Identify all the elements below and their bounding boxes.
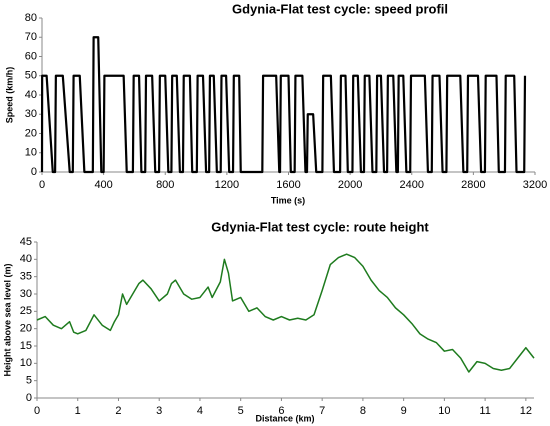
- x-axis-label: Distance (km): [255, 413, 314, 423]
- y-tick-label: 45: [20, 236, 32, 248]
- y-tick-label: 60: [25, 50, 37, 62]
- y-axis-label: Height above sea level (m): [2, 263, 12, 376]
- chart-title: Gdynia-Flat test cycle: speed profil: [232, 1, 448, 16]
- y-tick-label: 25: [20, 305, 32, 317]
- y-tick-label: 40: [25, 89, 37, 101]
- x-tick-label: 3200: [523, 179, 547, 191]
- y-axis-label: Speed (km/h): [4, 67, 14, 124]
- y-tick-label: 20: [20, 323, 32, 335]
- y-tick-label: 70: [25, 31, 37, 43]
- x-tick-label: 1: [75, 405, 81, 417]
- y-tick-label: 80: [25, 12, 37, 24]
- x-tick-label: 4: [197, 405, 203, 417]
- x-tick-label: 2: [115, 405, 121, 417]
- x-tick-label: 9: [401, 405, 407, 417]
- x-axis-label: Time (s): [271, 195, 305, 205]
- y-tick-label: 40: [20, 253, 32, 265]
- y-tick-label: 50: [25, 70, 37, 82]
- x-tick-label: 2800: [461, 179, 485, 191]
- y-tick-label: 5: [26, 375, 32, 387]
- x-tick-label: 400: [94, 179, 112, 191]
- x-tick-label: 5: [238, 405, 244, 417]
- y-tick-label: 20: [25, 127, 37, 139]
- x-tick-label: 2400: [400, 179, 424, 191]
- x-tick-label: 12: [520, 405, 532, 417]
- y-tick-label: 0: [26, 392, 32, 404]
- y-tick-label: 30: [25, 108, 37, 120]
- y-tick-label: 35: [20, 271, 32, 283]
- x-tick-label: 11: [479, 405, 490, 417]
- chart-title: Gdynia-Flat test cycle: route height: [211, 219, 429, 234]
- y-tick-label: 30: [20, 288, 32, 300]
- y-tick-label: 0: [31, 166, 37, 178]
- data-line: [36, 253, 535, 373]
- y-tick-label: 15: [20, 340, 32, 352]
- x-tick-label: 7: [319, 405, 325, 417]
- x-tick-label: 1200: [215, 179, 239, 191]
- x-tick-label: 6: [278, 405, 284, 417]
- x-tick-label: 2000: [338, 179, 362, 191]
- x-tick-label: 0: [34, 405, 40, 417]
- x-tick-label: 0: [39, 179, 45, 191]
- x-tick-label: 3: [156, 405, 162, 417]
- x-tick-label: 800: [156, 179, 174, 191]
- data-line: [40, 36, 527, 174]
- y-tick-label: 10: [20, 357, 32, 369]
- y-tick-label: 10: [25, 147, 37, 159]
- x-tick-label: 1600: [276, 179, 300, 191]
- x-tick-label: 8: [360, 405, 366, 417]
- x-tick-label: 10: [438, 405, 450, 417]
